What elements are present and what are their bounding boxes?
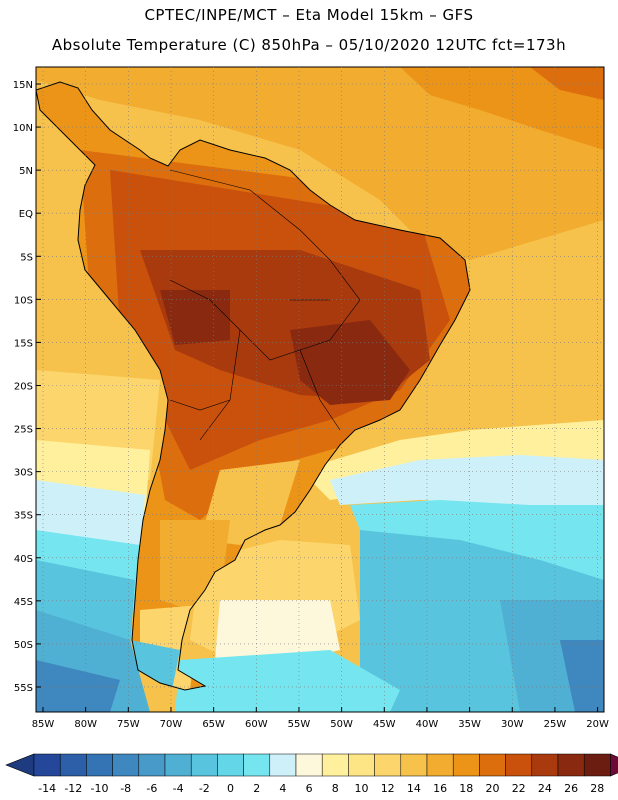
colorbar-bin bbox=[479, 753, 506, 777]
lon-label: 20W bbox=[586, 719, 609, 730]
lat-label: 55S bbox=[14, 683, 33, 694]
lat-label: 15N bbox=[13, 80, 33, 91]
colorbar-tick-label: -14 bbox=[38, 782, 56, 795]
lat-label: 35S bbox=[14, 511, 33, 522]
colorbar-tick-label: 12 bbox=[381, 782, 395, 795]
lat-label: 40S bbox=[14, 554, 33, 565]
lon-label: 25W bbox=[544, 719, 567, 730]
title-line-1: CPTEC/INPE/MCT – Eta Model 15km – GFS bbox=[144, 6, 474, 24]
lat-label: 10N bbox=[13, 123, 33, 134]
lon-label: 40W bbox=[416, 719, 439, 730]
colorbar-bin bbox=[452, 753, 480, 777]
temperature-field bbox=[36, 67, 604, 712]
colorbar-tick-label: 6 bbox=[306, 782, 313, 795]
lat-label: 5N bbox=[19, 166, 33, 177]
lon-label: 60W bbox=[245, 719, 268, 730]
colorbar-high-arrow bbox=[610, 753, 618, 777]
lat-label: 50S bbox=[14, 640, 33, 651]
lat-label: 10S bbox=[14, 295, 33, 306]
colorbar-bin bbox=[557, 753, 585, 777]
colorbar-bin bbox=[269, 753, 297, 777]
colorbar-bin bbox=[531, 753, 559, 777]
latitude-labels: 15N 10N 5N EQ 5S 10S 15S 20S 25S 30S 35S 40S 45S 50S 5… bbox=[13, 80, 33, 694]
colorbar-tick-label: 16 bbox=[433, 782, 447, 795]
colorbar-tick-label: 10 bbox=[355, 782, 369, 795]
colorbar-low-arrow bbox=[5, 753, 35, 777]
lat-label: 15S bbox=[14, 338, 33, 349]
lat-label: 5S bbox=[20, 252, 33, 263]
colorbar-tick-label: 4 bbox=[279, 782, 286, 795]
colorbar-tick-label: -12 bbox=[64, 782, 82, 795]
map-frame bbox=[35, 66, 605, 713]
longitude-labels: 85W 80W 75W 70W 65W 60W 55W 50W 45W 40W 35W 30W 25W 2… bbox=[32, 719, 609, 730]
colorbar-bin bbox=[59, 753, 87, 777]
colorbar-bin bbox=[400, 753, 428, 777]
colorbar-bin bbox=[348, 753, 375, 777]
lat-label: 45S bbox=[14, 597, 33, 608]
lat-label: 25S bbox=[14, 425, 33, 436]
graticule bbox=[36, 67, 604, 712]
colorbar-tick-label: 0 bbox=[227, 782, 234, 795]
lon-label: 70W bbox=[160, 719, 183, 730]
lat-label: EQ bbox=[19, 209, 33, 220]
colorbar-bin bbox=[164, 753, 192, 777]
lon-label: 50W bbox=[330, 719, 353, 730]
colorbar-tick-label: 2 bbox=[253, 782, 260, 795]
colorbar-tick-label: 20 bbox=[486, 782, 500, 795]
colorbar-bin bbox=[217, 753, 244, 777]
colorbar-bin bbox=[86, 753, 113, 777]
colorbar-tick-label: 14 bbox=[407, 782, 421, 795]
colorbar-bin bbox=[426, 753, 454, 777]
colorbar-bin bbox=[33, 753, 61, 777]
colorbar-tick-label: 8 bbox=[332, 782, 339, 795]
colorbar-bin bbox=[505, 753, 533, 777]
lon-label: 75W bbox=[117, 719, 140, 730]
lat-label: 30S bbox=[14, 468, 33, 479]
colorbar-tick-label: 26 bbox=[564, 782, 578, 795]
colorbar-tick-label: -4 bbox=[173, 782, 184, 795]
colorbar-bin bbox=[190, 753, 218, 777]
lon-label: 85W bbox=[32, 719, 55, 730]
colorbar-bin bbox=[321, 753, 349, 777]
title-line-2: Absolute Temperature (C) 850hPa – 05/10/… bbox=[51, 36, 567, 54]
colorbar-bin bbox=[295, 753, 323, 777]
colorbar-bin bbox=[138, 753, 166, 777]
colorbar-bin bbox=[112, 753, 140, 777]
colorbar-bin bbox=[374, 753, 402, 777]
lat-label: 20S bbox=[14, 381, 33, 392]
lon-label: 55W bbox=[288, 719, 311, 730]
colorbar-bin bbox=[583, 753, 611, 777]
lon-label: 45W bbox=[373, 719, 396, 730]
colorbar-tick-label: -6 bbox=[146, 782, 157, 795]
lon-label: 80W bbox=[74, 719, 97, 730]
colorbar bbox=[5, 753, 618, 777]
colorbar-tick-labels: -14 -12 -10 -8 -6 -4 -2 0 2 4 6 8 10 12 14 16 18 20 22 24 26… bbox=[38, 782, 604, 795]
lon-label: 65W bbox=[202, 719, 225, 730]
colorbar-tick-label: 18 bbox=[459, 782, 473, 795]
colorbar-tick-label: -8 bbox=[120, 782, 131, 795]
lon-label: 35W bbox=[458, 719, 481, 730]
colorbar-bin bbox=[243, 753, 271, 777]
lon-label: 30W bbox=[501, 719, 524, 730]
colorbar-tick-label: 28 bbox=[590, 782, 604, 795]
colorbar-tick-label: 24 bbox=[538, 782, 552, 795]
colorbar-tick-label: -2 bbox=[199, 782, 210, 795]
colorbar-tick-label: 22 bbox=[512, 782, 526, 795]
colorbar-tick-label: -10 bbox=[91, 782, 109, 795]
